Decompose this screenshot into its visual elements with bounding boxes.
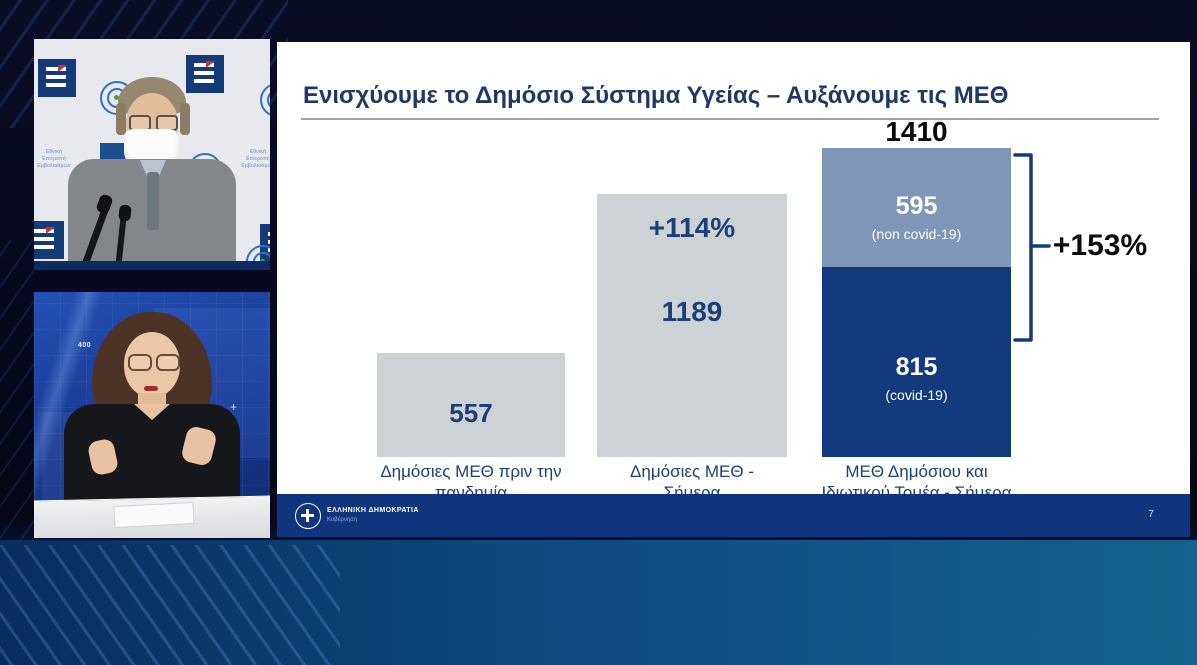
bar-segment-non-covid	[822, 148, 1011, 267]
gov-e-logo-icon	[260, 224, 270, 262]
speaker-video-feed: Εθνική Επιτροπή Εμβολιασμών Εθνική Επιτρ…	[34, 39, 270, 270]
background-stripes-left	[0, 240, 34, 540]
value-label-1189: 1189	[661, 296, 723, 327]
value-label-557: 557	[449, 398, 493, 428]
background-stripes-bottom-left	[0, 545, 340, 665]
bar-segment-covid	[822, 267, 1011, 457]
studio-plus-mark: +	[230, 400, 238, 414]
gov-e-logo-icon	[34, 221, 64, 259]
bar-public-icu-today	[597, 194, 787, 457]
gov-e-logo-icon	[38, 59, 76, 97]
interpreter-video-feed: 400 +	[34, 292, 270, 538]
interpreter-lips	[144, 386, 158, 391]
total-label-1410: 1410	[885, 116, 948, 147]
interpreter-glasses	[156, 354, 180, 371]
footer-org-name: ΕΛΛΗΝΙΚΗ ΔΗΜΟΚΡΑΤΙΑ	[327, 507, 419, 514]
caption-non-covid: (non covid-19)	[871, 226, 962, 242]
slide-title: Ενισχύουμε το Δημόσιο Σύστημα Υγείας – Α…	[303, 82, 1009, 109]
background-glow-band	[0, 540, 1197, 665]
slide-footer: ΕΛΛΗΝΙΚΗ ΔΗΜΟΚΡΑΤΙΑ Κυβέρνηση 7	[277, 494, 1190, 537]
backdrop-side-text-right: Εθνική Επιτροπή Εμβολιασμών	[241, 149, 270, 169]
interpreter-papers	[113, 501, 195, 529]
interpreter-glasses	[128, 354, 152, 371]
percent-label-153: +153%	[1052, 229, 1148, 262]
caption-covid: (covid-19)	[885, 387, 948, 403]
speaker-desk-edge	[34, 261, 270, 270]
value-label-595: 595	[895, 192, 938, 220]
backdrop-side-text-left: Εθνική Επιτροπή Εμβολιασμών	[37, 149, 71, 169]
title-underline	[301, 118, 1159, 120]
hellenic-republic-emblem-icon	[295, 503, 321, 529]
studio-screen-number: 400	[78, 342, 92, 349]
speaker-tie	[147, 172, 159, 230]
microphone-icon	[118, 204, 132, 222]
value-label-815: 815	[895, 353, 938, 381]
footer-sub-name: Κυβέρνηση	[327, 517, 358, 523]
speaker-hair-side	[180, 103, 190, 135]
speaker-hair-side	[116, 103, 126, 135]
bar-public-icu-before-pandemic	[377, 353, 565, 457]
presentation-slide: Ενισχύουμε το Δημόσιο Σύστημα Υγείας – Α…	[277, 42, 1190, 537]
spiral-logo-icon	[260, 83, 270, 117]
slide-page-number: 7	[1148, 509, 1154, 520]
gov-e-logo-icon	[186, 55, 224, 93]
percent-label-114: +114%	[648, 212, 736, 243]
bracket-icon	[1013, 153, 1051, 342]
